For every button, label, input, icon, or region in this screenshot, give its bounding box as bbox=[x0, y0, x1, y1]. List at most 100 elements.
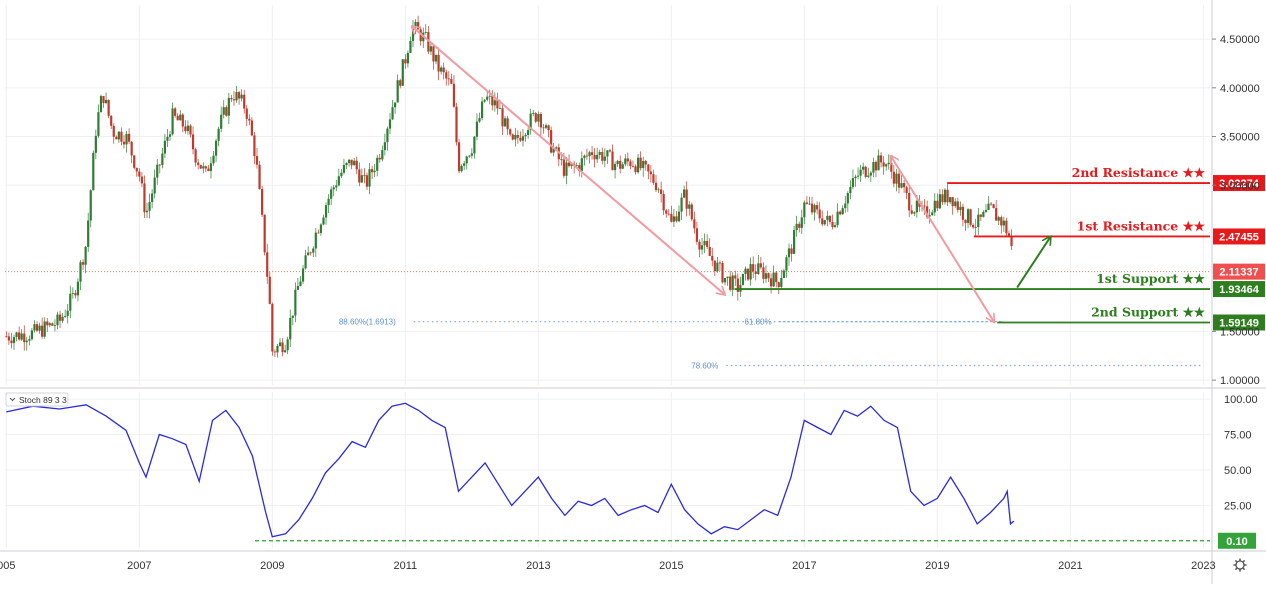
candle-body bbox=[158, 164, 161, 166]
x-tick-label: 2011 bbox=[394, 560, 418, 572]
candle-body bbox=[69, 293, 72, 311]
candle bbox=[194, 147, 197, 167]
candle-body bbox=[700, 245, 704, 250]
candle bbox=[212, 150, 215, 166]
x-tick-label: 2021 bbox=[1058, 560, 1082, 572]
candle-body bbox=[99, 96, 103, 113]
chevron-down-icon[interactable] bbox=[9, 397, 16, 402]
candle-body bbox=[191, 134, 195, 150]
candle bbox=[767, 272, 770, 282]
candle-body bbox=[527, 130, 530, 135]
candle bbox=[189, 124, 192, 138]
candle bbox=[800, 209, 803, 235]
candle-body bbox=[547, 125, 550, 131]
candle-body bbox=[933, 200, 936, 213]
candle-body bbox=[122, 141, 126, 145]
candle bbox=[388, 113, 392, 135]
candle-body bbox=[381, 150, 384, 160]
candle-body bbox=[752, 264, 755, 272]
candle-body bbox=[560, 159, 563, 161]
candle bbox=[209, 156, 213, 179]
candle-body bbox=[879, 155, 883, 163]
candle-body bbox=[619, 160, 622, 169]
candle bbox=[284, 344, 287, 354]
candle bbox=[782, 268, 785, 279]
candle bbox=[849, 180, 852, 200]
settings-gear-icon[interactable] bbox=[1233, 558, 1247, 572]
candle-body bbox=[613, 164, 617, 171]
candle-body bbox=[41, 325, 44, 337]
candle bbox=[746, 268, 750, 282]
candle-body bbox=[828, 215, 832, 222]
candle-body bbox=[567, 162, 571, 167]
candle bbox=[874, 160, 878, 178]
candle-body bbox=[199, 164, 202, 169]
current-price-label: 2.11337 bbox=[1219, 267, 1258, 279]
stoch-value-label: 0.10 bbox=[1226, 536, 1247, 548]
candle-body bbox=[227, 97, 230, 116]
candle-body bbox=[690, 204, 693, 220]
candle-body bbox=[309, 252, 312, 254]
candle bbox=[217, 126, 220, 147]
candle bbox=[48, 322, 51, 328]
candle-body bbox=[240, 94, 243, 99]
candle-body bbox=[795, 223, 798, 231]
candle bbox=[153, 169, 156, 199]
candle-body bbox=[94, 135, 97, 153]
candle bbox=[307, 246, 310, 256]
candle bbox=[365, 172, 369, 191]
candle bbox=[171, 102, 174, 136]
candle-body bbox=[629, 161, 632, 166]
gear-tooth[interactable] bbox=[1234, 559, 1238, 563]
candle-body bbox=[972, 224, 975, 228]
candle-body bbox=[660, 189, 663, 195]
level-name: 2nd Support ★★ bbox=[1091, 304, 1206, 319]
candle bbox=[204, 165, 207, 173]
candle bbox=[304, 250, 307, 270]
candle bbox=[790, 244, 793, 262]
candle-body bbox=[516, 134, 519, 138]
candle bbox=[455, 102, 458, 146]
candle bbox=[350, 159, 353, 170]
candle-body bbox=[718, 262, 722, 264]
gear-tooth[interactable] bbox=[1234, 567, 1238, 571]
candle bbox=[237, 90, 241, 105]
candle bbox=[266, 243, 269, 284]
candle bbox=[882, 156, 885, 175]
candle-body bbox=[874, 161, 878, 171]
candle-body bbox=[793, 230, 796, 254]
candle bbox=[798, 221, 801, 233]
candle-body bbox=[296, 285, 300, 290]
candle-body bbox=[708, 246, 711, 256]
candle-body bbox=[897, 173, 901, 188]
candle bbox=[294, 282, 297, 323]
level-price-tag bbox=[1213, 228, 1265, 245]
candle-body bbox=[982, 211, 985, 217]
candle bbox=[104, 92, 108, 105]
candle bbox=[1000, 215, 1003, 234]
candle-body bbox=[176, 115, 179, 121]
candle-body bbox=[780, 278, 783, 287]
candle-body bbox=[120, 131, 123, 142]
candle bbox=[71, 287, 74, 299]
candle-body bbox=[327, 198, 330, 206]
candle bbox=[823, 219, 826, 226]
candle bbox=[826, 210, 829, 227]
current-price-tag bbox=[1213, 263, 1265, 280]
candle-body bbox=[388, 119, 392, 129]
gear-tooth[interactable] bbox=[1242, 559, 1246, 563]
y-tick-label: 4.00000 bbox=[1220, 83, 1260, 95]
gear-tooth[interactable] bbox=[1242, 567, 1246, 571]
gear-ring[interactable] bbox=[1235, 560, 1245, 570]
candle bbox=[721, 261, 724, 284]
candle bbox=[844, 195, 847, 213]
candle-body bbox=[373, 170, 376, 173]
candle-body bbox=[209, 163, 213, 171]
candle-body bbox=[450, 78, 453, 84]
level-price-label: 1.93464 bbox=[1219, 284, 1260, 296]
candle-body bbox=[757, 263, 760, 274]
candle-body bbox=[695, 228, 699, 242]
candle-body bbox=[455, 106, 458, 143]
candle-body bbox=[959, 206, 962, 210]
